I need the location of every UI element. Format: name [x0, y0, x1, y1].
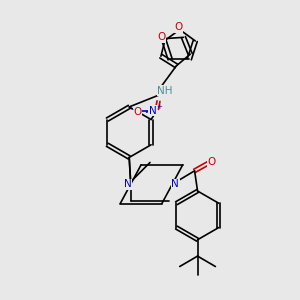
Text: O: O — [174, 22, 182, 32]
Text: NH: NH — [157, 85, 172, 96]
Text: O: O — [134, 107, 142, 117]
Text: N: N — [149, 106, 156, 116]
Text: N: N — [171, 179, 179, 189]
Text: +: + — [156, 104, 162, 110]
Text: -: - — [130, 105, 133, 114]
Text: O: O — [158, 32, 166, 42]
Text: N: N — [124, 179, 132, 189]
Text: O: O — [207, 157, 216, 167]
